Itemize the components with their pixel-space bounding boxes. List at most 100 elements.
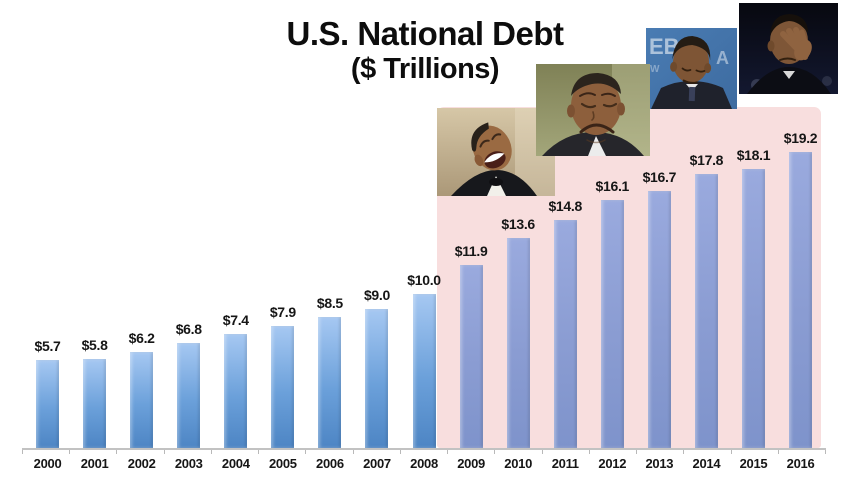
axis-tick <box>494 450 496 454</box>
bar-value-label: $10.0 <box>407 272 441 288</box>
bar-2012 <box>600 200 624 448</box>
axis-tick <box>588 450 590 454</box>
axis-tick <box>777 450 779 454</box>
chart-title-line2: ($ Trillions) <box>350 52 500 85</box>
year-label: 2014 <box>692 456 721 471</box>
bar-2001 <box>83 359 107 448</box>
year-label: 2003 <box>174 456 203 471</box>
axis-tick <box>116 450 118 454</box>
year-label: 2006 <box>316 456 344 471</box>
obama-laughing-photo <box>437 108 555 196</box>
year-label: 2012 <box>598 456 627 471</box>
axis-tick <box>22 450 23 454</box>
year-label: 2016 <box>786 456 815 471</box>
bar-value-label: $19.2 <box>783 130 818 146</box>
x-axis-line <box>22 448 826 450</box>
bar-column-2013: $16.7 <box>636 120 683 448</box>
year-label: 2013 <box>645 456 674 471</box>
svg-text:A: A <box>716 48 729 68</box>
bar-column-2014: $17.8 <box>683 120 730 448</box>
bar-column-2003: $6.8 <box>165 120 212 448</box>
axis-tick <box>258 450 260 454</box>
bar-2006 <box>318 317 342 448</box>
bar-column-2012: $16.1 <box>589 120 636 448</box>
bar-value-label: $14.8 <box>548 198 582 214</box>
bar-2011 <box>553 220 577 448</box>
year-labels-row: 2000 2001 2002 2003 2004 2005 2006 2007 2008 2009… <box>24 456 824 471</box>
bar-value-label: $13.6 <box>501 216 535 232</box>
bar-value-label: $5.8 <box>81 337 108 353</box>
axis-tick <box>163 450 165 454</box>
bar-column-2011: $14.8 <box>542 120 589 448</box>
bar-2008 <box>412 294 436 448</box>
year-label: 2008 <box>410 456 438 471</box>
bar-2003 <box>177 343 201 448</box>
bar-column-2009: $11.9 <box>448 120 495 448</box>
year-label: 2007 <box>363 456 391 471</box>
axis-tick <box>305 450 307 454</box>
bar-value-label: $5.7 <box>34 338 61 354</box>
bar-2010 <box>506 238 530 448</box>
bar-2016 <box>789 152 813 448</box>
axis-tick <box>541 450 543 454</box>
bar-value-label: $8.5 <box>316 295 343 311</box>
bar-value-label: $18.1 <box>736 147 771 163</box>
axis-tick <box>210 450 212 454</box>
bar-column-2007: $9.0 <box>353 120 400 448</box>
obama-head-bowed-photo: EB A W <box>646 28 737 109</box>
bar-value-label: $9.0 <box>363 287 390 303</box>
axis-tick <box>352 450 354 454</box>
axis-tick <box>683 450 685 454</box>
bar-2009 <box>459 265 483 448</box>
bar-value-label: $7.4 <box>222 312 249 328</box>
year-label: 2005 <box>268 456 297 471</box>
axis-tick <box>69 450 71 454</box>
axis-tick <box>636 450 638 454</box>
x-axis-ticks <box>22 450 826 454</box>
bar-column-2002: $6.2 <box>118 120 165 448</box>
bars-row: $5.7 $5.8 $6.2 $6.8 $7.4 $7.9 $8.5 $9.0 $10.0 $11… <box>24 120 824 448</box>
bar-value-label: $16.7 <box>642 169 677 185</box>
year-label: 2000 <box>33 456 62 471</box>
axis-tick <box>730 450 732 454</box>
obama-facepalm-photo <box>739 3 838 94</box>
bar-column-2015: $18.1 <box>730 120 777 448</box>
bar-column-2010: $13.6 <box>495 120 542 448</box>
bar-2000 <box>36 360 60 448</box>
year-label: 2001 <box>80 456 109 471</box>
bar-column-2000: $5.7 <box>24 120 71 448</box>
axis-tick <box>399 450 401 454</box>
bar-value-label: $17.8 <box>689 152 724 168</box>
bar-column-2006: $8.5 <box>306 120 353 448</box>
bar-value-label: $6.8 <box>175 321 202 337</box>
bar-2002 <box>130 352 154 448</box>
bar-2004 <box>224 334 248 448</box>
year-label: 2002 <box>127 456 156 471</box>
bar-2015 <box>741 169 765 448</box>
bar-value-label: $11.9 <box>454 243 488 259</box>
bar-2013 <box>647 191 671 448</box>
bar-2014 <box>694 174 718 448</box>
bar-column-2004: $7.4 <box>212 120 259 448</box>
bar-2007 <box>365 309 389 448</box>
year-label: 2015 <box>739 456 768 471</box>
chart-title: U.S. National Debt ($ Trillions) <box>115 15 735 85</box>
bar-column-2005: $7.9 <box>259 120 306 448</box>
obama-pouting-photo <box>536 64 650 156</box>
bar-column-2016: $19.2 <box>777 120 824 448</box>
bar-value-label: $7.9 <box>269 304 296 320</box>
bar-value-label: $16.1 <box>595 178 630 194</box>
bar-value-label: $6.2 <box>128 330 155 346</box>
year-label: 2009 <box>457 456 485 471</box>
chart-title-line1: U.S. National Debt <box>286 15 564 52</box>
year-label: 2004 <box>221 456 250 471</box>
axis-tick <box>447 450 449 454</box>
year-label: 2010 <box>504 456 533 471</box>
bar-column-2001: $5.8 <box>71 120 118 448</box>
bar-column-2008: $10.0 <box>401 120 448 448</box>
year-label: 2011 <box>551 456 579 471</box>
axis-tick <box>824 450 826 454</box>
svg-text:W: W <box>650 64 660 75</box>
bar-2005 <box>271 326 295 448</box>
